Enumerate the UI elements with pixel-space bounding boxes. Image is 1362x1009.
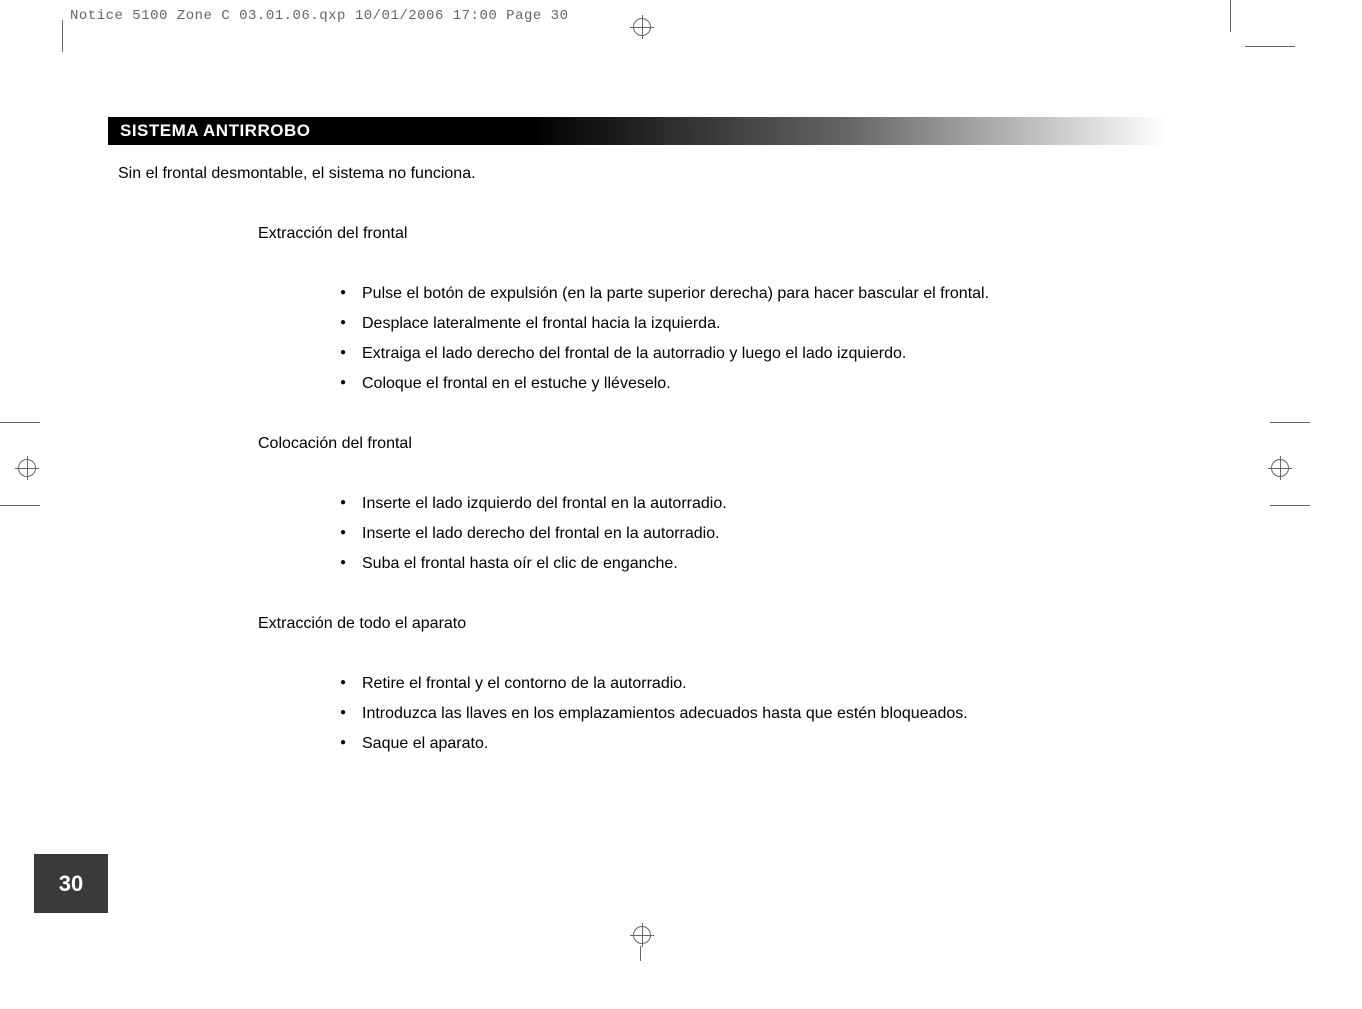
- bullet-list-2: Inserte el lado izquierdo del frontal en…: [340, 495, 1167, 573]
- registration-mark-top: [630, 15, 654, 39]
- list-item: Pulse el botón de expulsión (en la parte…: [340, 285, 1167, 303]
- crop-line-left-bottom: [0, 505, 40, 506]
- page-container: Notice 5100 Zone C 03.01.06.qxp 10/01/20…: [0, 0, 1362, 1009]
- subsection-title-2: Colocación del frontal: [258, 435, 1167, 453]
- subsection-title-1: Extracción del frontal: [258, 225, 1167, 243]
- bullet-list-1: Pulse el botón de expulsión (en la parte…: [340, 285, 1167, 393]
- list-item: Saque el aparato.: [340, 735, 1167, 753]
- registration-mark-bottom: [630, 923, 654, 947]
- intro-text: Sin el frontal desmontable, el sistema n…: [118, 165, 1167, 183]
- list-item: Extraiga el lado derecho del frontal de …: [340, 345, 1167, 363]
- section-title: SISTEMA ANTIRROBO: [120, 121, 310, 141]
- registration-mark-left: [15, 456, 39, 480]
- list-item: Retire el frontal y el contorno de la au…: [340, 675, 1167, 693]
- list-item: Coloque el frontal en el estuche y lléve…: [340, 375, 1167, 393]
- registration-mark-right: [1268, 456, 1292, 480]
- list-item: Introduzca las llaves en los emplazamien…: [340, 705, 1167, 723]
- crop-line-right-top: [1270, 422, 1310, 423]
- subsection-title-3: Extracción de todo el aparato: [258, 615, 1167, 633]
- subsection-placement: Colocación del frontal Inserte el lado i…: [258, 435, 1167, 573]
- list-item: Desplace lateralmente el frontal hacia l…: [340, 315, 1167, 333]
- crop-mark-bottom-center: [640, 946, 641, 961]
- subsection-full-removal: Extracción de todo el aparato Retire el …: [258, 615, 1167, 753]
- section-header: SISTEMA ANTIRROBO: [108, 117, 1167, 145]
- bullet-list-3: Retire el frontal y el contorno de la au…: [340, 675, 1167, 753]
- file-header-text: Notice 5100 Zone C 03.01.06.qxp 10/01/20…: [70, 8, 568, 24]
- list-item: Inserte el lado izquierdo del frontal en…: [340, 495, 1167, 513]
- list-item: Inserte el lado derecho del frontal en l…: [340, 525, 1167, 543]
- subsection-extraction: Extracción del frontal Pulse el botón de…: [258, 225, 1167, 393]
- crop-line-right-bottom: [1270, 505, 1310, 506]
- list-item: Suba el frontal hasta oír el clic de eng…: [340, 555, 1167, 573]
- page-number: 30: [59, 871, 83, 897]
- crop-line-left-top: [0, 422, 40, 423]
- content-area: Sin el frontal desmontable, el sistema n…: [118, 165, 1167, 795]
- page-number-box: 30: [34, 854, 108, 913]
